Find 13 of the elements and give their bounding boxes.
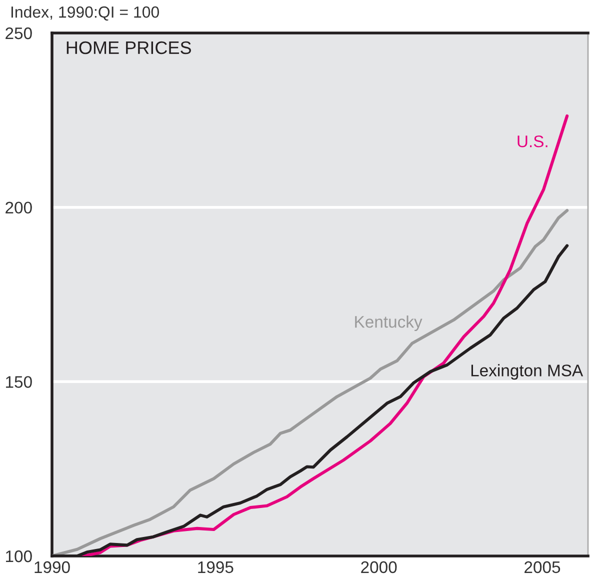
y-tick-label: 100 xyxy=(6,550,32,562)
series-label: Kentucky xyxy=(355,315,422,332)
x-tick-label: 2000 xyxy=(361,561,397,574)
y-tick-label: 150 xyxy=(6,376,32,388)
y-axis-title: Index, 1990:QI = 100 xyxy=(11,6,160,21)
series-label: Lexington MSA xyxy=(471,364,584,380)
x-tick-label: 1990 xyxy=(34,561,70,574)
x-tick-label: 1995 xyxy=(198,561,234,574)
x-tick-label: 2005 xyxy=(524,561,560,574)
y-tick-label: 250 xyxy=(6,27,32,40)
y-tick-label: 200 xyxy=(6,202,32,214)
series-label: U.S. xyxy=(518,136,548,148)
chart-title: HOME PRICES xyxy=(66,41,191,54)
